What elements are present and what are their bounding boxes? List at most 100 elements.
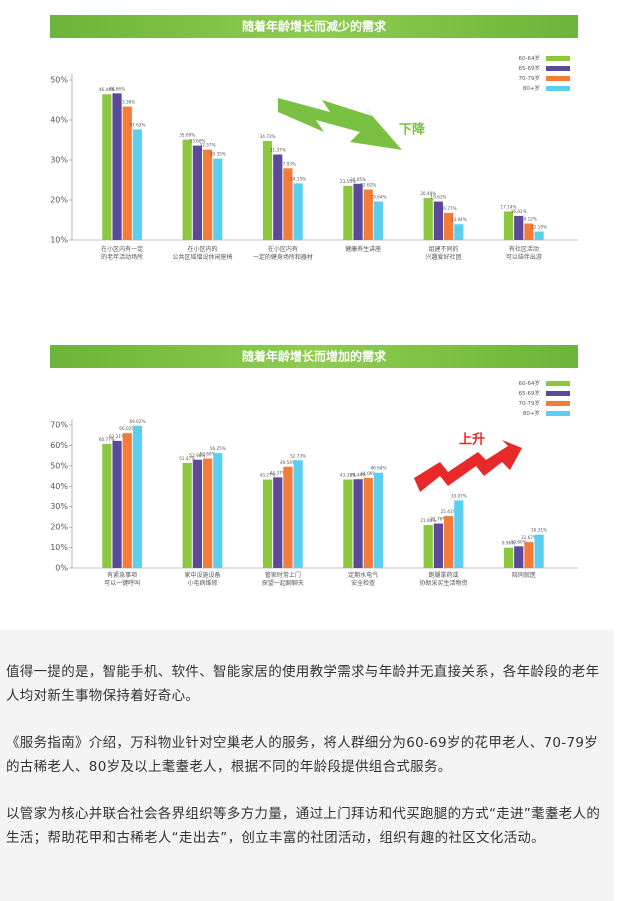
value-label: 13.94% xyxy=(451,217,467,222)
bar xyxy=(192,459,202,568)
value-label: 44.37% xyxy=(270,470,286,475)
x-tick-label: 在小区内有一定 的老年活动场所 xyxy=(101,246,144,261)
bar xyxy=(122,106,132,240)
legend-swatch xyxy=(546,381,570,386)
bar xyxy=(262,479,273,568)
value-label: 23.55% xyxy=(340,179,356,184)
bar xyxy=(534,534,544,568)
bar xyxy=(112,440,122,568)
bar xyxy=(373,201,384,240)
chart-title: 随着年龄增长而增加的需求 xyxy=(242,349,387,364)
annotation: 上升 xyxy=(459,432,485,448)
value-label: 34.73% xyxy=(260,134,276,139)
value-label: 19.64% xyxy=(370,194,386,199)
bar xyxy=(503,547,514,568)
value-label: 24.15% xyxy=(290,176,306,181)
bar xyxy=(102,443,112,568)
trend-arrow xyxy=(414,440,522,492)
value-label: 33.07% xyxy=(451,493,467,498)
value-label: 16.77% xyxy=(441,206,457,211)
value-label: 21.00% xyxy=(420,518,436,523)
y-tick-label: 0% xyxy=(55,564,68,573)
trend-arrow xyxy=(278,98,402,150)
bar xyxy=(293,460,303,568)
value-label: 44.06% xyxy=(360,471,376,476)
legend-swatch xyxy=(546,76,570,81)
value-label: 20.48% xyxy=(420,191,436,196)
value-label: 46.64% xyxy=(370,466,386,471)
value-label: 43.36% xyxy=(119,100,135,105)
bar xyxy=(112,93,122,240)
bar xyxy=(132,129,143,240)
value-label: 19.61% xyxy=(430,195,446,200)
bar xyxy=(503,211,514,240)
bar xyxy=(353,183,363,240)
legend-swatch xyxy=(546,391,570,396)
bar xyxy=(353,479,363,568)
y-tick-label: 20% xyxy=(50,523,68,532)
value-label: 62.21% xyxy=(109,434,125,439)
value-label: 9.96% xyxy=(502,541,515,546)
legend-swatch xyxy=(546,401,570,406)
x-tick-label: 定期水电气 安全检查 xyxy=(348,572,379,587)
bar xyxy=(454,500,464,568)
value-label: 43.31% xyxy=(340,473,356,478)
x-tick-label: 组建不同的 兴趣爱好社团 xyxy=(425,246,462,261)
x-tick-label: 家中设施设备 小毛病维修 xyxy=(184,572,221,587)
value-label: 56.25% xyxy=(210,446,226,451)
x-tick-label: 在小区内的 公共区域增设休闲座椅 xyxy=(172,246,233,261)
value-label: 16.31% xyxy=(531,528,547,533)
bar xyxy=(122,433,132,568)
value-label: 69.62% xyxy=(129,419,145,424)
bar xyxy=(524,542,534,568)
paragraph: 以管家为核心并联合社会各界组织等多方力量，通过上门拜访和代买跑腿的方式“走进”耄… xyxy=(6,806,601,846)
charts: 随着年龄增长而减少的需求 10% 20% 30% 40% 50% 60-64岁 65-69岁 7… xyxy=(50,15,578,587)
x-tick-label: 有紧急事项 可以一键呼叫 xyxy=(104,572,141,587)
bar xyxy=(132,425,143,568)
bar xyxy=(524,223,534,240)
bar xyxy=(203,458,213,568)
bar xyxy=(182,139,192,240)
bar xyxy=(273,477,283,568)
bar xyxy=(283,466,293,568)
y-tick-label: 20% xyxy=(50,196,68,205)
value-label: 66.02% xyxy=(119,426,135,431)
value-label: 16.02% xyxy=(511,209,527,214)
bar xyxy=(203,149,213,240)
legend-label: 60-64岁 xyxy=(519,54,540,62)
value-label: 43.44% xyxy=(350,472,366,477)
bar xyxy=(192,145,202,240)
legend-label: 80+岁 xyxy=(523,84,540,92)
article: 值得一提的是，智能手机、软件、智能家居的使用教学需求与年龄并无直接关系，各年龄段… xyxy=(0,630,614,901)
y-tick-label: 30% xyxy=(50,502,68,511)
legend-swatch xyxy=(546,411,570,416)
x-tick-label: 管家时常上门 探望一起聊聊天 xyxy=(261,572,304,587)
bar xyxy=(102,94,112,241)
y-tick-label: 70% xyxy=(50,421,68,430)
bar xyxy=(343,185,353,240)
legend-label: 80+岁 xyxy=(523,409,540,417)
bar xyxy=(433,523,443,568)
legend-label: 70-79岁 xyxy=(519,74,540,82)
y-tick-label: 40% xyxy=(50,482,68,491)
bar xyxy=(433,201,443,240)
legend-label: 65-69岁 xyxy=(519,64,540,72)
legend-swatch xyxy=(546,56,570,61)
value-label: 22.62% xyxy=(360,183,376,188)
value-label: 37.63% xyxy=(129,122,145,127)
y-tick-label: 30% xyxy=(50,156,68,165)
title-banner xyxy=(50,345,578,368)
bar xyxy=(514,215,524,240)
value-label: 30.35% xyxy=(210,152,226,157)
bar xyxy=(182,462,192,568)
value-label: 52.73% xyxy=(290,453,306,458)
legend-label: 65-69岁 xyxy=(519,389,540,397)
bar xyxy=(373,472,384,568)
bar xyxy=(534,231,544,240)
chart-canvas: 随着年龄增长而减少的需求 10% 20% 30% 40% 50% 60-64岁 65-69岁 7… xyxy=(50,15,578,573)
bar xyxy=(293,183,303,240)
y-tick-label: 60% xyxy=(50,441,68,450)
value-label: 24.05% xyxy=(350,177,366,182)
legend-swatch xyxy=(546,86,570,91)
